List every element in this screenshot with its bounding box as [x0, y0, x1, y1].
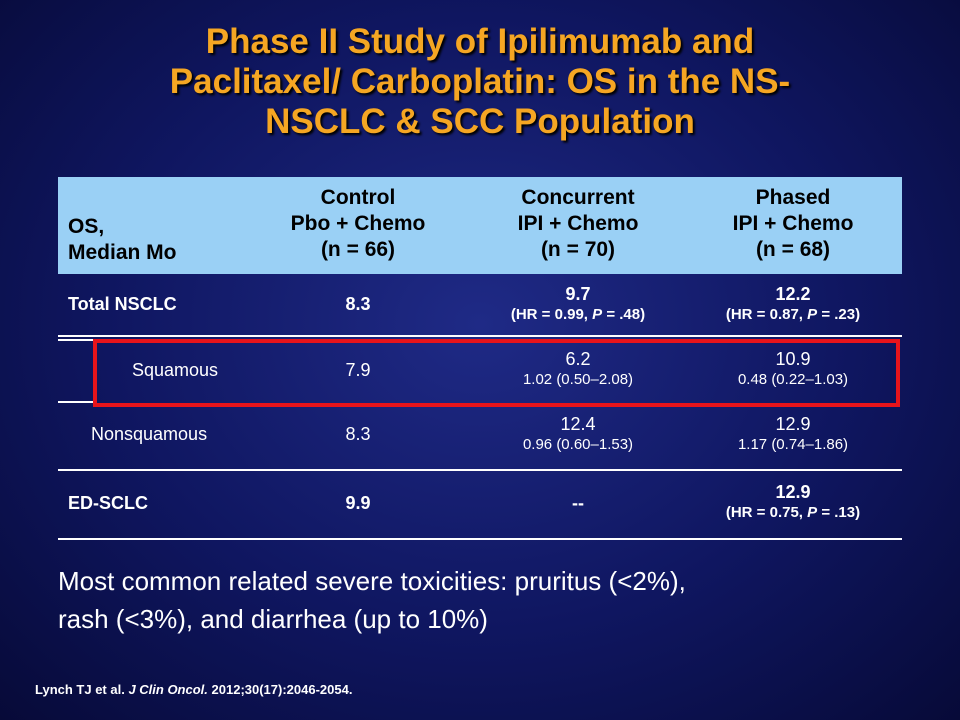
toxicity-note: Most common related severe toxicities: p… — [58, 566, 686, 634]
table-row: Nonsquamous 8.3 12.4 0.96 (0.60–1.53) 12… — [58, 403, 902, 471]
cell-phased: 12.2 (HR = 0.87, P = .23) — [678, 283, 908, 325]
row-divider — [58, 401, 94, 403]
cell-concurrent: -- — [572, 493, 584, 513]
table-row: Total NSCLC 8.3 9.7 (HR = 0.99, P = .48)… — [58, 274, 902, 337]
header-concurrent: Concurrent IPI + Chemo (n = 70) — [517, 186, 639, 261]
table-header: OS, Median Mo Control Pbo + Chemo (n = 6… — [58, 177, 902, 274]
header-os-median: OS, Median Mo — [68, 215, 177, 264]
table-row: Squamous 7.9 6.2 1.02 (0.50–2.08) 10.9 0… — [58, 337, 902, 403]
cell-control: 8.3 — [345, 424, 371, 444]
cell-phased: 12.9 1.17 (0.74–1.86) — [737, 414, 849, 453]
row-label-ed-sclc: ED-SCLC — [68, 493, 148, 513]
hr-text: (HR = 0.87, P = .23) — [725, 306, 861, 323]
cell-control: 9.9 — [345, 493, 371, 513]
cell-phased: 10.9 0.48 (0.22–1.03) — [737, 349, 849, 388]
cell-control: 7.9 — [345, 360, 371, 380]
hr-text: (HR = 0.99, P = .48) — [510, 306, 646, 323]
row-divider — [58, 339, 94, 341]
row-label-nonsquamous: Nonsquamous — [91, 424, 208, 444]
cell-control: 8.3 — [345, 294, 371, 314]
cell-concurrent: 9.7 (HR = 0.99, P = .48) — [463, 283, 693, 325]
table-row: ED-SCLC 9.9 -- 12.9 (HR = 0.75, P = .13) — [58, 471, 902, 540]
os-table: OS, Median Mo Control Pbo + Chemo (n = 6… — [58, 177, 902, 540]
row-label-total-nsclc: Total NSCLC — [68, 294, 177, 314]
title-line-3: NSCLC & SCC Population — [265, 102, 695, 141]
cell-concurrent: 12.4 0.96 (0.60–1.53) — [522, 414, 634, 453]
hr-text: (HR = 0.75, P = .13) — [725, 504, 861, 521]
title-line-1: Phase II Study of Ipilimumab and — [205, 22, 755, 61]
row-label-squamous: Squamous — [132, 360, 219, 380]
header-phased: Phased IPI + Chemo (n = 68) — [732, 186, 854, 261]
citation: Lynch TJ et al. J Clin Oncol. 2012;30(17… — [35, 682, 353, 697]
slide-title: Phase II Study of Ipilimumab and Paclita… — [40, 22, 920, 142]
cell-phased: 12.9 (HR = 0.75, P = .13) — [678, 481, 908, 523]
cell-concurrent: 6.2 1.02 (0.50–2.08) — [522, 349, 634, 388]
squamous-highlight-box — [93, 339, 900, 407]
header-control: Control Pbo + Chemo (n = 66) — [290, 186, 426, 261]
title-line-2: Paclitaxel/ Carboplatin: OS in the NS- — [169, 62, 791, 101]
